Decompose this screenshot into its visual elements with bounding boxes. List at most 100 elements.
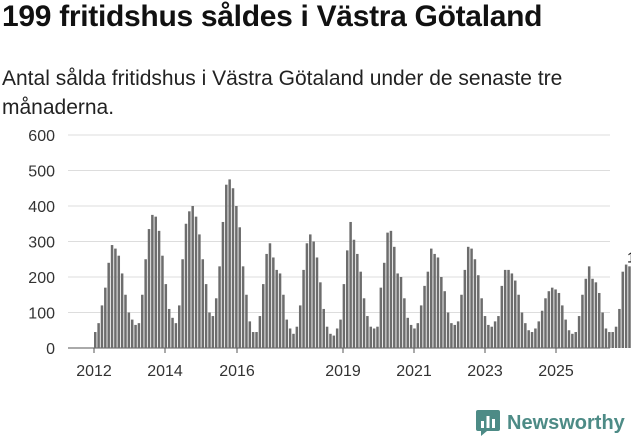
- bar: [201, 259, 205, 348]
- bar: [262, 284, 265, 348]
- bar: [302, 269, 305, 348]
- x-tick-label: 2014: [147, 363, 183, 380]
- bar: [349, 221, 352, 348]
- bar: [335, 328, 339, 348]
- bar: [211, 316, 215, 348]
- bar: [396, 273, 399, 348]
- bar: [194, 216, 198, 348]
- bar: [362, 298, 366, 348]
- bar: [325, 326, 329, 348]
- bar: [393, 246, 396, 348]
- bar: [275, 269, 278, 348]
- bar: [204, 284, 208, 348]
- bar: [416, 323, 420, 348]
- bar: [466, 246, 470, 348]
- bar: [550, 287, 554, 348]
- bar: [443, 291, 446, 348]
- bar: [137, 323, 141, 348]
- bar: [581, 294, 584, 348]
- bar: [389, 230, 393, 348]
- bar: [554, 289, 557, 348]
- bar: [295, 326, 299, 348]
- bar: [208, 312, 211, 348]
- bar: [114, 248, 117, 348]
- bar: [524, 323, 527, 348]
- bar: [409, 324, 413, 348]
- bar: [305, 243, 309, 348]
- bar: [460, 294, 463, 348]
- bar: [561, 305, 564, 348]
- bar: [130, 319, 134, 348]
- bar: [124, 294, 127, 348]
- bar: [191, 206, 194, 348]
- bar: [164, 284, 168, 348]
- bar: [218, 266, 221, 348]
- bar: [544, 298, 547, 348]
- bar: [399, 277, 403, 348]
- bar: [332, 335, 336, 348]
- bar: [214, 298, 218, 348]
- bar: [110, 245, 114, 348]
- bar: [278, 273, 282, 348]
- bar: [598, 292, 601, 348]
- newsworthy-brand[interactable]: Newsworthy: [476, 408, 625, 438]
- bar: [238, 227, 241, 348]
- bar: [514, 280, 517, 348]
- bar: [473, 259, 477, 348]
- y-tick-label: 400: [28, 199, 55, 216]
- bar: [127, 312, 131, 348]
- y-axis-labels: 0 100 200 300 400 500 600: [28, 128, 55, 358]
- bar: [154, 216, 157, 348]
- bar: [413, 328, 416, 348]
- bar: [352, 239, 356, 348]
- bar: [376, 326, 379, 348]
- bar: [235, 206, 238, 348]
- bar: [557, 292, 561, 348]
- latest-value-label: 199: [627, 249, 631, 266]
- bar: [144, 259, 147, 348]
- bar: [184, 223, 188, 348]
- bar: [477, 275, 480, 348]
- bar: [490, 326, 493, 348]
- bar: [450, 323, 453, 348]
- bar: [161, 255, 164, 348]
- bar: [285, 319, 289, 348]
- bar: [120, 273, 124, 348]
- bar: [356, 253, 359, 348]
- y-tick-label: 100: [28, 306, 55, 323]
- bar: [604, 328, 608, 348]
- bar: [181, 259, 184, 348]
- bar: [309, 234, 312, 348]
- bar: [221, 221, 225, 348]
- bar: [591, 278, 594, 348]
- bar: [618, 308, 621, 348]
- bar: [104, 287, 107, 348]
- bar: [288, 328, 292, 348]
- bar: [567, 330, 571, 348]
- y-tick-label: 0: [46, 341, 55, 358]
- bar: [359, 271, 362, 348]
- bar: [171, 317, 174, 348]
- bar: [406, 317, 409, 348]
- bar: [503, 269, 507, 348]
- bar: [272, 257, 275, 348]
- bar: [530, 332, 534, 348]
- bar: [147, 229, 151, 348]
- bar: [487, 324, 490, 348]
- bar: [403, 298, 406, 348]
- chart-subtitle: Antal sålda fritidshus i Västra Götaland…: [2, 67, 563, 119]
- bar: [470, 248, 473, 348]
- bar: [255, 332, 258, 348]
- bar: [493, 321, 497, 349]
- bar: [157, 230, 161, 348]
- x-tick-label: 2016: [219, 363, 255, 380]
- bar: [456, 321, 460, 349]
- bar: [366, 316, 369, 348]
- bar: [574, 332, 577, 348]
- bar: [251, 332, 255, 348]
- bar: [547, 291, 551, 348]
- bar: [315, 257, 319, 348]
- bar: [430, 248, 433, 348]
- x-tick-label: 2012: [76, 363, 112, 380]
- x-axis-ticks: 2012 2014 2016 2019 2021 2023 2025: [76, 348, 574, 380]
